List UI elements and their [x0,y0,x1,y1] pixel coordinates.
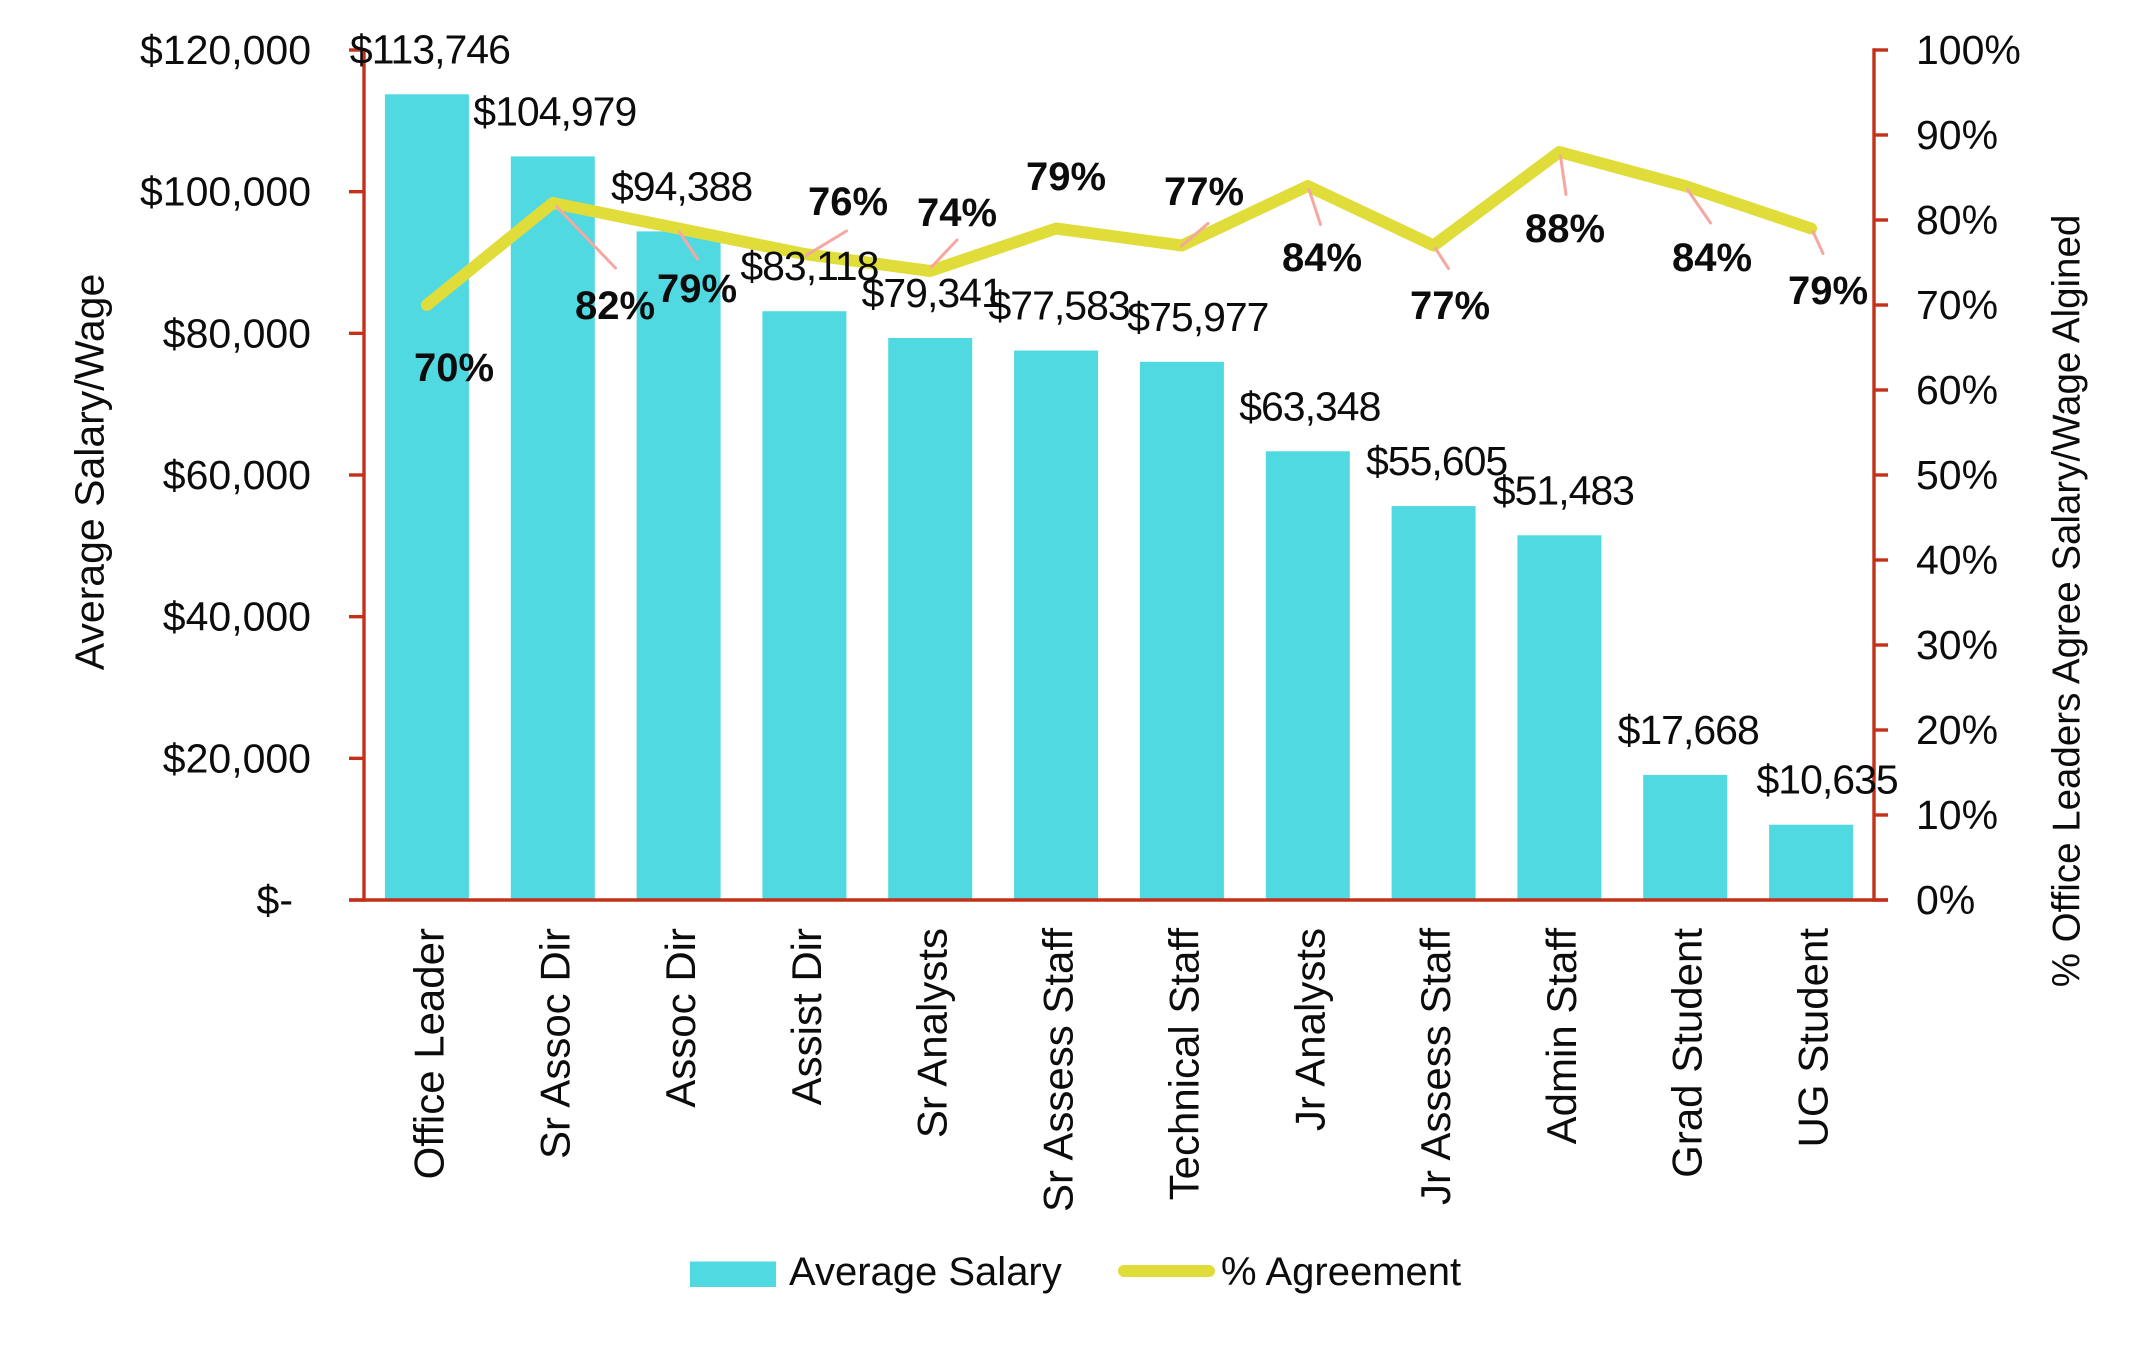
svg-text:77%: 77% [1164,170,1244,214]
svg-text:Grad Student: Grad Student [1664,928,1711,1178]
svg-text:70%: 70% [414,346,494,390]
svg-text:79%: 79% [1788,269,1868,313]
svg-text:84%: 84% [1282,236,1362,280]
svg-text:Technical Staff: Technical Staff [1160,928,1207,1201]
svg-text:$113,746: $113,746 [350,26,510,72]
svg-text:$17,668: $17,668 [1618,707,1759,753]
svg-text:20%: 20% [1916,707,1998,753]
svg-text:UG Student: UG Student [1790,928,1837,1148]
svg-text:Assoc Dir: Assoc Dir [657,928,704,1108]
svg-text:79%: 79% [657,267,737,311]
svg-text:$104,979: $104,979 [473,88,636,134]
svg-text:88%: 88% [1525,207,1605,251]
svg-text:Office Leader: Office Leader [405,928,452,1179]
svg-text:$77,583: $77,583 [988,283,1129,329]
svg-text:84%: 84% [1672,236,1752,280]
svg-text:Assist Dir: Assist Dir [783,928,830,1105]
svg-text:Admin Staff: Admin Staff [1538,928,1585,1145]
svg-text:$51,483: $51,483 [1493,467,1634,513]
svg-text:$80,000: $80,000 [163,310,311,356]
svg-text:79%: 79% [1026,155,1106,199]
svg-text:82%: 82% [575,284,655,328]
svg-text:90%: 90% [1916,112,1998,158]
svg-text:Sr Analysts: Sr Analysts [909,928,956,1138]
svg-text:76%: 76% [808,180,888,224]
svg-text:Jr Assess Staff: Jr Assess Staff [1412,928,1459,1205]
svg-text:$94,388: $94,388 [611,163,752,209]
svg-text:40%: 40% [1916,537,1998,583]
svg-text:$40,000: $40,000 [163,594,311,640]
svg-text:$75,977: $75,977 [1127,294,1268,340]
svg-text:% Office Leaders Agree Salary/: % Office Leaders Agree Salary/Wage Algin… [2046,215,2089,988]
svg-text:50%: 50% [1916,452,1998,498]
svg-text:$79,341: $79,341 [862,270,1003,316]
svg-text:77%: 77% [1410,284,1490,328]
svg-text:30%: 30% [1916,622,1998,668]
svg-text:Jr Analysts: Jr Analysts [1286,928,1333,1131]
svg-text:80%: 80% [1916,197,1998,243]
svg-text:Average Salary/Wage: Average Salary/Wage [67,274,113,671]
svg-text:$83,118: $83,118 [740,243,878,289]
svg-text:$63,348: $63,348 [1239,383,1380,429]
svg-text:0%: 0% [1916,877,1975,923]
svg-text:$-: $- [257,877,293,923]
svg-text:100%: 100% [1916,27,2021,73]
svg-text:$55,605: $55,605 [1366,438,1507,484]
svg-text:60%: 60% [1916,367,1998,413]
svg-text:Sr Assess Staff: Sr Assess Staff [1035,928,1082,1212]
svg-text:74%: 74% [917,191,997,235]
svg-text:$60,000: $60,000 [163,452,311,498]
svg-text:10%: 10% [1916,792,1998,838]
svg-text:$100,000: $100,000 [140,169,311,215]
svg-text:$120,000: $120,000 [140,27,311,73]
svg-text:70%: 70% [1916,282,1998,328]
svg-text:% Agreement: % Agreement [1221,1250,1461,1294]
svg-text:Average Salary: Average Salary [789,1250,1062,1294]
svg-text:$10,635: $10,635 [1756,757,1897,803]
svg-text:$20,000: $20,000 [163,735,311,781]
svg-text:Sr Assoc Dir: Sr Assoc Dir [531,928,578,1159]
